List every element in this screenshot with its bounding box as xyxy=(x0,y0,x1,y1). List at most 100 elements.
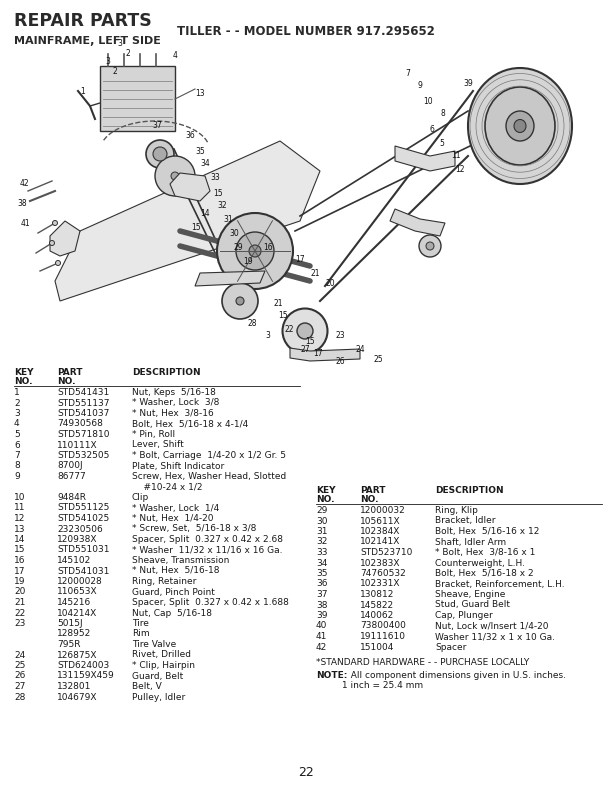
Text: 104679X: 104679X xyxy=(57,692,98,702)
Text: 25: 25 xyxy=(14,661,26,670)
Text: 36: 36 xyxy=(185,131,195,141)
Text: 3: 3 xyxy=(266,331,271,339)
Text: Tire Valve: Tire Valve xyxy=(132,640,176,649)
Text: 1: 1 xyxy=(14,388,20,397)
Ellipse shape xyxy=(426,242,434,250)
Text: Bolt, Hex  5/16-16 x 12: Bolt, Hex 5/16-16 x 12 xyxy=(435,527,540,536)
Text: * Bolt, Hex  3/8-16 x 1: * Bolt, Hex 3/8-16 x 1 xyxy=(435,548,535,557)
Polygon shape xyxy=(50,221,80,256)
Text: 15: 15 xyxy=(213,188,223,198)
Text: 31: 31 xyxy=(223,214,233,224)
Text: *STANDARD HARDWARE - - PURCHASE LOCALLY: *STANDARD HARDWARE - - PURCHASE LOCALLY xyxy=(316,658,529,667)
Text: 21: 21 xyxy=(273,298,283,308)
Text: * Nut, Hex  3/8-16: * Nut, Hex 3/8-16 xyxy=(132,409,214,418)
Text: 74930568: 74930568 xyxy=(57,419,103,429)
Text: 145102: 145102 xyxy=(57,556,91,565)
Text: 110653X: 110653X xyxy=(57,588,98,596)
Text: 13: 13 xyxy=(195,89,205,97)
Text: 15: 15 xyxy=(14,546,26,554)
Text: 102384X: 102384X xyxy=(360,527,400,536)
Text: 35: 35 xyxy=(195,146,205,156)
Text: * Bolt, Carriage  1/4-20 x 1/2 Gr. 5: * Bolt, Carriage 1/4-20 x 1/2 Gr. 5 xyxy=(132,451,286,460)
Text: Pulley, Idler: Pulley, Idler xyxy=(132,692,185,702)
Ellipse shape xyxy=(155,156,195,196)
Text: * Clip, Hairpin: * Clip, Hairpin xyxy=(132,661,195,670)
Text: Spacer, Split  0.327 x 0.42 x 1.688: Spacer, Split 0.327 x 0.42 x 1.688 xyxy=(132,598,289,607)
Ellipse shape xyxy=(49,240,54,245)
Ellipse shape xyxy=(222,283,258,319)
Text: * Pin, Roll: * Pin, Roll xyxy=(132,430,175,439)
Text: 24: 24 xyxy=(14,650,25,660)
Text: DESCRIPTION: DESCRIPTION xyxy=(435,486,503,495)
Text: 74760532: 74760532 xyxy=(360,569,406,578)
Ellipse shape xyxy=(249,245,261,257)
Text: Bracket, Reinforcement, L.H.: Bracket, Reinforcement, L.H. xyxy=(435,580,565,589)
Text: 23: 23 xyxy=(335,331,345,340)
Text: 19: 19 xyxy=(243,256,253,266)
Text: 14: 14 xyxy=(200,209,210,218)
Text: Spacer, Split  0.327 x 0.42 x 2.68: Spacer, Split 0.327 x 0.42 x 2.68 xyxy=(132,535,283,544)
Ellipse shape xyxy=(282,308,327,354)
Text: 128952: 128952 xyxy=(57,630,91,638)
Text: 27: 27 xyxy=(300,345,310,354)
Text: PART: PART xyxy=(360,486,386,495)
Text: 34: 34 xyxy=(200,160,210,168)
Text: 12: 12 xyxy=(14,514,26,523)
Text: * Washer  11/32 x 11/16 x 16 Ga.: * Washer 11/32 x 11/16 x 16 Ga. xyxy=(132,546,282,554)
Text: 10: 10 xyxy=(423,97,433,105)
Text: Bolt, Hex  5/16-18 x 2: Bolt, Hex 5/16-18 x 2 xyxy=(435,569,533,578)
Text: 15: 15 xyxy=(305,336,315,346)
Text: Ring, Klip: Ring, Klip xyxy=(435,506,478,515)
Ellipse shape xyxy=(56,260,60,266)
Text: 7: 7 xyxy=(14,451,20,460)
Text: 9484R: 9484R xyxy=(57,493,86,502)
Text: Guard, Belt: Guard, Belt xyxy=(132,672,183,680)
Text: 102331X: 102331X xyxy=(360,580,400,589)
Text: 23230506: 23230506 xyxy=(57,524,103,533)
Text: STD551137: STD551137 xyxy=(57,399,109,407)
Text: STD551125: STD551125 xyxy=(57,504,109,513)
Ellipse shape xyxy=(485,87,555,165)
Text: 151004: 151004 xyxy=(360,642,394,652)
Text: 126875X: 126875X xyxy=(57,650,98,660)
Ellipse shape xyxy=(153,147,167,161)
Text: Counterweight, L.H.: Counterweight, L.H. xyxy=(435,558,525,567)
Polygon shape xyxy=(395,146,455,171)
Text: 140062: 140062 xyxy=(360,611,394,620)
Text: 9: 9 xyxy=(14,472,20,481)
Text: 32: 32 xyxy=(316,538,327,547)
Text: 3: 3 xyxy=(14,409,20,418)
Text: 145216: 145216 xyxy=(57,598,91,607)
Text: STD541031: STD541031 xyxy=(57,566,109,576)
Text: 42: 42 xyxy=(19,180,29,188)
Text: 6: 6 xyxy=(14,441,20,449)
Text: 29: 29 xyxy=(316,506,327,515)
Text: * Screw, Set,  5/16-18 x 3/8: * Screw, Set, 5/16-18 x 3/8 xyxy=(132,524,257,533)
Text: NOTE:: NOTE: xyxy=(316,671,348,680)
Text: 17: 17 xyxy=(313,349,323,358)
Text: NO.: NO. xyxy=(14,377,32,386)
Text: 30: 30 xyxy=(316,517,327,525)
Text: 8700J: 8700J xyxy=(57,461,82,471)
Text: 25: 25 xyxy=(373,354,383,364)
Text: 17: 17 xyxy=(14,566,26,576)
Polygon shape xyxy=(390,209,445,236)
Text: 7: 7 xyxy=(406,69,411,78)
Text: 13: 13 xyxy=(14,524,26,533)
Text: STD523710: STD523710 xyxy=(360,548,412,557)
Text: 132801: 132801 xyxy=(57,682,92,691)
Text: 12000028: 12000028 xyxy=(57,577,103,586)
Text: Shaft, Idler Arm: Shaft, Idler Arm xyxy=(435,538,506,547)
Text: * Washer, Lock  3/8: * Washer, Lock 3/8 xyxy=(132,399,219,407)
Text: Clip: Clip xyxy=(132,493,149,502)
Text: 120938X: 120938X xyxy=(57,535,98,544)
Text: MAINFRAME, LEFT SIDE: MAINFRAME, LEFT SIDE xyxy=(14,36,161,46)
Text: 37: 37 xyxy=(316,590,327,599)
Text: Tire: Tire xyxy=(132,619,149,628)
Text: Belt, V: Belt, V xyxy=(132,682,162,691)
Text: 41: 41 xyxy=(20,218,30,228)
Text: Plate, Shift Indicator: Plate, Shift Indicator xyxy=(132,461,224,471)
Text: 2: 2 xyxy=(14,399,20,407)
Text: NO.: NO. xyxy=(360,495,378,504)
Text: Cap, Plunger: Cap, Plunger xyxy=(435,611,492,620)
